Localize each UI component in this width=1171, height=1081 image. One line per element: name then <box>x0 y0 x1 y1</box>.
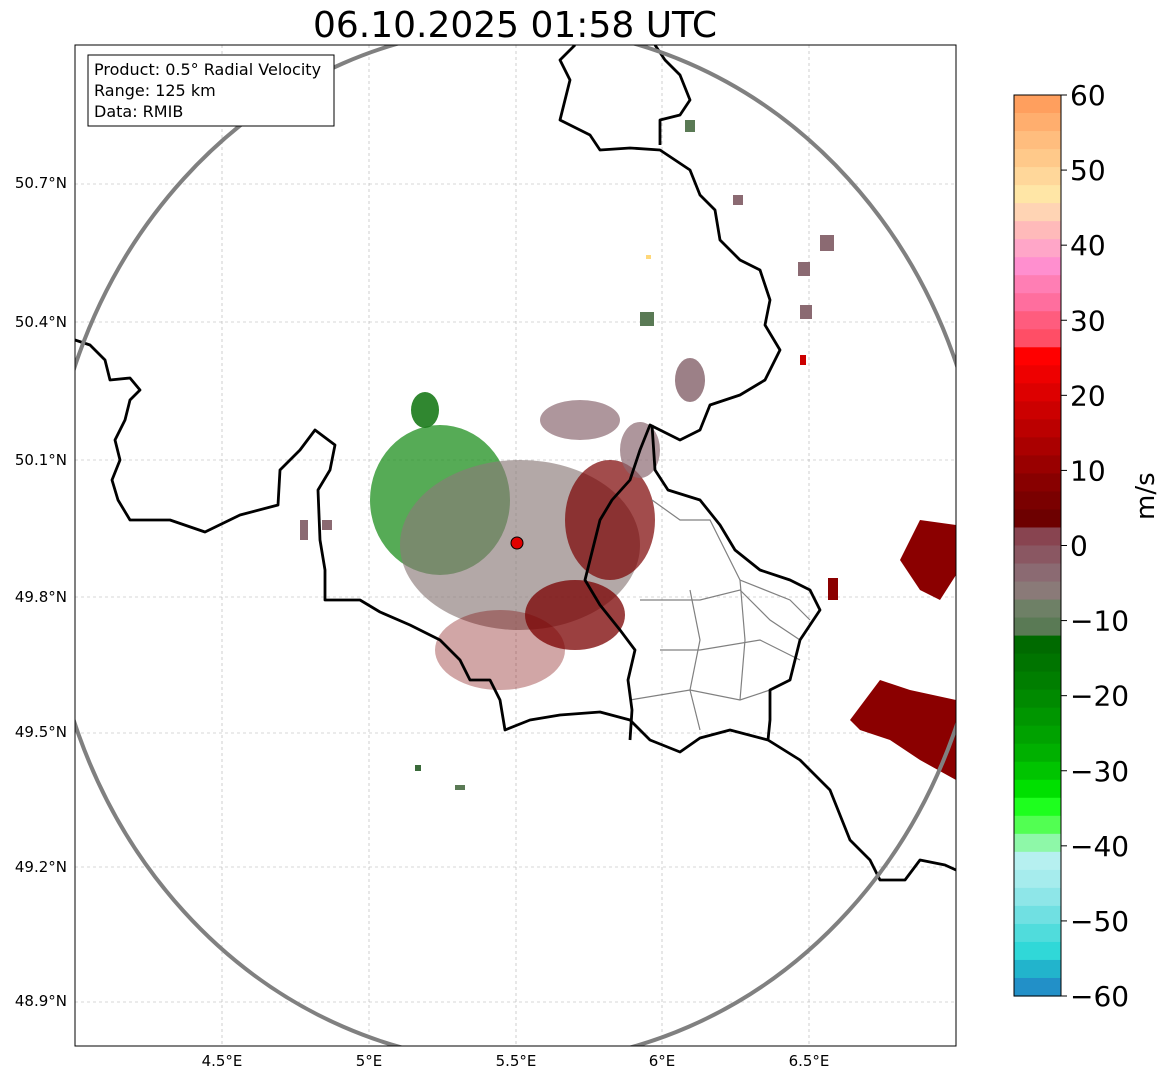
colorbar-segment <box>1014 293 1061 312</box>
latitude-tick-label: 50.7°N <box>15 174 67 192</box>
colorbar-segment <box>1014 473 1061 493</box>
colorbar-segment <box>1014 617 1061 637</box>
colorbar-tick-labels: 60 50 40 30 20 10 0 −10 −20 −30 −40 −50 −60 <box>1061 79 1129 1013</box>
colorbar-tick-label: 0 <box>1070 530 1088 563</box>
colorbar-unit-label: m/s <box>1131 472 1161 520</box>
colorbar <box>1014 95 1061 997</box>
colorbar-tick-label: −50 <box>1070 905 1129 938</box>
latitude-tick-label: 49.8°N <box>15 588 67 606</box>
colorbar-segment <box>1014 743 1061 763</box>
colorbar-segment <box>1014 203 1061 222</box>
colorbar-tick-label: −60 <box>1070 980 1129 1013</box>
colorbar-tick-label: −30 <box>1070 755 1129 788</box>
latitude-tick-label: 50.1°N <box>15 451 67 469</box>
colorbar-segment <box>1014 563 1061 583</box>
colorbar-segment <box>1014 941 1061 961</box>
colorbar-tick-label: 20 <box>1070 379 1106 412</box>
colorbar-tick-label: 30 <box>1070 304 1106 337</box>
longitude-tick-label: 5°E <box>356 1052 383 1070</box>
colorbar-segment <box>1014 365 1061 384</box>
velocity-echoes <box>300 120 956 790</box>
colorbar-segment <box>1014 311 1061 330</box>
country-borders <box>75 45 956 882</box>
colorbar-segment <box>1014 581 1061 601</box>
longitude-tick-label: 6°E <box>649 1052 676 1070</box>
latitude-labels: 50.7°N 50.4°N 50.1°N 49.8°N 49.5°N 49.2°N 48.9… <box>15 174 67 1010</box>
colorbar-segment <box>1014 797 1061 817</box>
colorbar-segment <box>1014 509 1061 529</box>
info-product: Product: 0.5° Radial Velocity <box>94 60 321 79</box>
colorbar-segment <box>1014 95 1061 114</box>
colorbar-segment <box>1014 851 1061 871</box>
colorbar-segment <box>1014 977 1061 997</box>
colorbar-segment <box>1014 275 1061 294</box>
latitude-tick-label: 49.2°N <box>15 858 67 876</box>
colorbar-tick-label: −40 <box>1070 830 1129 863</box>
colorbar-segment <box>1014 815 1061 835</box>
colorbar-segment <box>1014 869 1061 889</box>
colorbar-tick-label: 50 <box>1070 154 1106 187</box>
colorbar-segment <box>1014 923 1061 943</box>
colorbar-segment <box>1014 185 1061 204</box>
longitude-tick-label: 5.5°E <box>496 1052 537 1070</box>
plot-frame <box>74 44 957 1047</box>
colorbar-segment <box>1014 221 1061 240</box>
colorbar-segment <box>1014 455 1061 475</box>
colorbar-tick-label: 10 <box>1070 454 1106 487</box>
colorbar-segment <box>1014 905 1061 925</box>
colorbar-segment <box>1014 599 1061 619</box>
colorbar-segment <box>1014 401 1061 420</box>
colorbar-segment <box>1014 347 1061 366</box>
colorbar-segment <box>1014 419 1061 438</box>
colorbar-segment <box>1014 491 1061 511</box>
colorbar-segment <box>1014 257 1061 276</box>
admin-boundaries <box>629 499 811 731</box>
colorbar-segment <box>1014 527 1061 547</box>
info-range: Range: 125 km <box>94 81 216 100</box>
colorbar-segment <box>1014 167 1061 186</box>
colorbar-segment <box>1014 779 1061 799</box>
longitude-tick-label: 4.5°E <box>202 1052 243 1070</box>
colorbar-segment <box>1014 887 1061 907</box>
latitude-tick-label: 49.5°N <box>15 723 67 741</box>
latitude-tick-label: 48.9°N <box>15 992 67 1010</box>
info-box: Product: 0.5° Radial Velocity Range: 125… <box>87 54 335 127</box>
longitude-tick-label: 6.5°E <box>789 1052 830 1070</box>
longitude-labels: 4.5°E 5°E 5.5°E 6°E 6.5°E <box>202 1052 830 1070</box>
radar-site-marker <box>510 536 524 550</box>
info-data-source: Data: RMIB <box>94 102 183 121</box>
colorbar-segment <box>1014 437 1061 456</box>
colorbar-segment <box>1014 671 1061 691</box>
colorbar-segment <box>1014 653 1061 673</box>
colorbar-segment <box>1014 689 1061 709</box>
colorbar-segment <box>1014 725 1061 745</box>
colorbar-tick-label: −20 <box>1070 680 1129 713</box>
colorbar-tick-label: −10 <box>1070 605 1129 638</box>
colorbar-segment <box>1014 959 1061 979</box>
colorbar-tick-label: 40 <box>1070 229 1106 262</box>
colorbar-segment <box>1014 761 1061 781</box>
colorbar-segment <box>1014 329 1061 348</box>
colorbar-segment <box>1014 545 1061 565</box>
latitude-tick-label: 50.4°N <box>15 313 67 331</box>
colorbar-segment <box>1014 131 1061 150</box>
colorbar-segment <box>1014 149 1061 168</box>
colorbar-segment <box>1014 707 1061 727</box>
colorbar-segment <box>1014 635 1061 655</box>
colorbar-segment <box>1014 383 1061 402</box>
map-title: 06.10.2025 01:58 UTC <box>312 5 718 46</box>
colorbar-segment <box>1014 833 1061 853</box>
colorbar-tick-label: 60 <box>1070 79 1106 112</box>
colorbar-segment <box>1014 113 1061 132</box>
colorbar-segment <box>1014 239 1061 258</box>
